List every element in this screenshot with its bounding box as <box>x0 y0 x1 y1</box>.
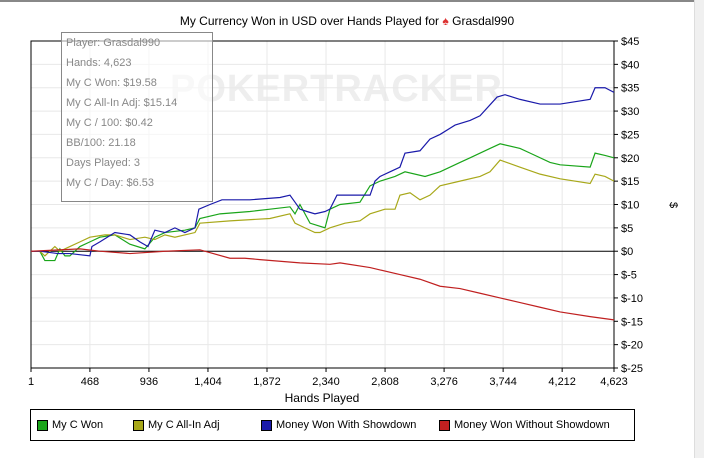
legend-swatch <box>37 419 48 431</box>
x-tick-label: 2,340 <box>312 376 340 388</box>
y-tick-label: $40 <box>621 59 639 71</box>
series-line-money-won-with-showdown <box>31 87 615 257</box>
y-tick-label: $45 <box>621 36 639 48</box>
x-axis-label: Hands Played <box>284 391 360 405</box>
title-player: Grasdal990 <box>452 14 515 28</box>
pokertracker-watermark: POKERTRACKER <box>170 68 503 110</box>
tooltip-line: Player: Grasdal990 <box>66 37 161 49</box>
legend-item[interactable]: My C All-In Adj <box>133 419 220 431</box>
x-tick-label: 4,623 <box>600 376 628 388</box>
x-tick-label: 1 <box>28 376 34 388</box>
tooltip-line: My C All-In Adj: $15.14 <box>66 97 178 109</box>
x-tick-label: 936 <box>140 376 158 388</box>
y-tick-label: $-10 <box>621 293 643 305</box>
y-tick-label: $-25 <box>621 363 643 375</box>
plot-frame <box>30 40 615 369</box>
y-tick-label: $0 <box>621 246 633 258</box>
legend-label: Money Won Without Showdown <box>454 419 610 431</box>
y-tick-label: $-15 <box>621 316 643 328</box>
spade-icon: ♠ <box>442 14 449 28</box>
legend-swatch <box>439 419 450 431</box>
legend-label: Money Won With Showdown <box>276 419 417 431</box>
window-border <box>0 0 704 2</box>
x-tick-label: 2,808 <box>371 376 399 388</box>
tooltip-line: Hands: 4,623 <box>66 57 132 69</box>
y-tick-label: $20 <box>621 153 639 165</box>
y-tick-label: $30 <box>621 106 639 118</box>
tooltip-line: BB/100: 21.18 <box>66 137 136 149</box>
y-tick-label: $15 <box>621 176 639 188</box>
chart-title: My Currency Won in USD over Hands Played… <box>0 14 694 28</box>
scrollbar[interactable] <box>694 0 704 458</box>
x-tick-label: 4,212 <box>548 376 576 388</box>
y-tick-label: $5 <box>621 223 633 235</box>
legend-swatch <box>133 419 144 431</box>
y-tick-label: $-5 <box>621 270 637 282</box>
legend-label: My C Won <box>52 419 104 431</box>
series-line-money-won-without-showdown <box>30 248 615 321</box>
stats-tooltip: Player: Grasdal990 Hands: 4,623 My C Won: … <box>61 32 213 202</box>
y-tick-label: $-20 <box>621 340 643 352</box>
legend: My C Won My C All-In Adj Money Won With Sh… <box>30 409 635 441</box>
legend-item[interactable]: Money Won With Showdown <box>261 419 416 431</box>
series-line-my-c-all-in-adj <box>31 159 615 257</box>
y-axis-label: $ <box>667 202 679 208</box>
legend-label: My C All-In Adj <box>148 419 220 431</box>
y-tick-label: $25 <box>621 129 639 141</box>
y-tick-label: $10 <box>621 200 639 212</box>
y-tick-label: $35 <box>621 83 639 95</box>
x-tick-label: 468 <box>81 376 99 388</box>
title-text: My Currency Won in USD over Hands Played… <box>179 14 440 28</box>
x-tick-label: 1,872 <box>253 376 281 388</box>
tooltip-line: Days Played: 3 <box>66 157 140 169</box>
legend-item[interactable]: Money Won Without Showdown <box>439 419 610 431</box>
tooltip-line: My C / Day: $6.53 <box>66 177 155 189</box>
legend-item[interactable]: My C Won <box>37 419 103 431</box>
legend-swatch <box>261 419 272 431</box>
tooltip-line: My C / 100: $0.42 <box>66 117 153 129</box>
x-tick-label: 3,276 <box>430 376 458 388</box>
x-tick-label: 1,404 <box>194 376 222 388</box>
x-tick-label: 3,744 <box>489 376 517 388</box>
series-line-my-c-won <box>31 143 615 262</box>
tooltip-line: My C Won: $19.58 <box>66 77 157 89</box>
